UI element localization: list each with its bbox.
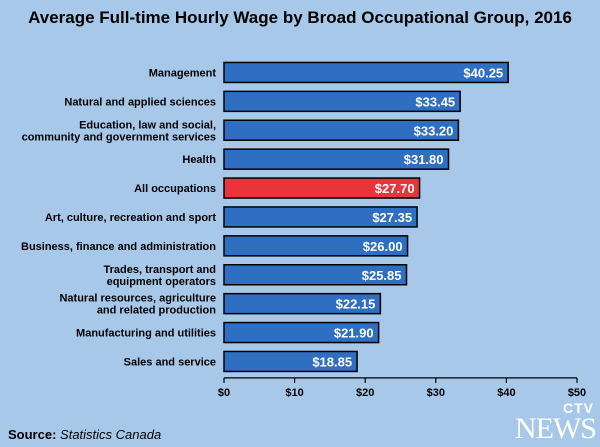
bar-6 (223, 235, 409, 257)
x-tick-label-2: $20 (356, 387, 374, 399)
value-label-3: $31.80 (404, 152, 444, 167)
category-label-3: Health (182, 154, 216, 166)
value-label-10: $18.85 (312, 354, 352, 369)
chart-title: Average Full-time Hourly Wage by Broad O… (28, 8, 572, 27)
logo-ctv-text: CTV (563, 400, 594, 416)
bar-8 (223, 292, 382, 315)
source-note: Source: Statistics Canada (8, 427, 161, 442)
category-label-8-line-0: Natural resources, agriculture (59, 293, 216, 305)
category-label-8-line-1: and related production (97, 305, 216, 317)
x-tick-label-3: $30 (427, 387, 445, 399)
ctv-news-logo: CTV NEWS (508, 400, 598, 446)
x-tick-label-0: $0 (218, 387, 230, 399)
bar-5 (223, 206, 418, 228)
value-label-5: $27.35 (372, 210, 412, 225)
x-tick-label-4: $40 (497, 387, 515, 399)
category-label-1: Natural and applied sciences (64, 96, 216, 108)
value-label-9: $21.90 (334, 326, 374, 341)
bar-9 (223, 321, 380, 344)
logo-news-text: NEWS (515, 412, 597, 445)
category-label-6: Business, finance and administration (21, 241, 216, 253)
value-label-8: $22.15 (336, 297, 376, 312)
value-label-0: $40.25 (463, 65, 503, 80)
category-label-7-line-1: equipment operators (107, 276, 216, 288)
category-label-2-line-1: community and government services (22, 131, 216, 143)
x-tick-label-1: $10 (285, 387, 303, 399)
bar-2 (223, 119, 460, 141)
x-tick-label-5: $50 (568, 387, 586, 399)
category-label-5: Art, culture, recreation and sport (45, 212, 216, 224)
category-label-9: Manufacturing and utilities (76, 328, 216, 340)
bar-3 (223, 148, 450, 170)
value-label-7: $25.85 (362, 268, 402, 283)
category-label-2-line-0: Education, law and social, (79, 119, 216, 131)
category-label-10: Sales and service (124, 356, 216, 368)
value-label-4: $27.70 (375, 181, 415, 196)
source-name: Statistics Canada (60, 427, 162, 442)
category-label-7-line-0: Trades, transport and (104, 264, 216, 276)
value-label-2: $33.20 (414, 123, 454, 138)
value-label-1: $33.45 (415, 94, 455, 109)
value-label-6: $26.00 (363, 239, 403, 254)
bar-10 (223, 350, 358, 373)
category-label-4: All occupations (134, 183, 216, 195)
bar-0 (223, 61, 509, 84)
category-label-0: Management (149, 67, 217, 79)
source-label: Source: (8, 427, 57, 442)
bar-4 (223, 177, 421, 199)
bar-1 (223, 90, 461, 113)
bar-7 (223, 264, 408, 286)
